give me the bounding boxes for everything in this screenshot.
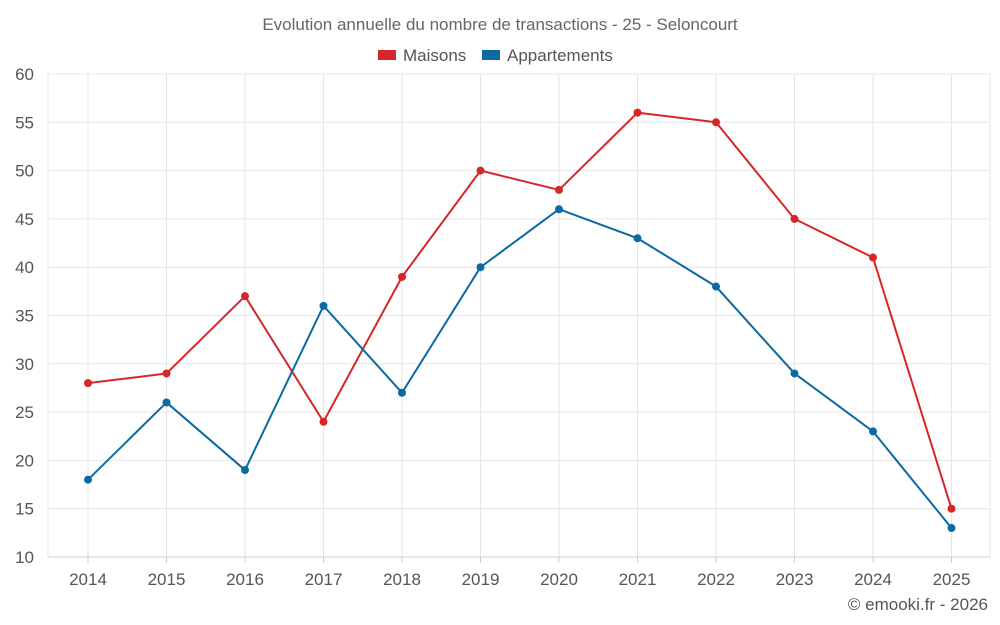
x-tick-label: 2024 xyxy=(854,570,892,589)
data-point-appartements-2021[interactable] xyxy=(633,234,642,243)
chart-title: Evolution annuelle du nombre de transact… xyxy=(262,15,738,34)
y-tick-label: 40 xyxy=(15,258,34,277)
y-tick-label: 30 xyxy=(15,355,34,374)
data-point-maisons-2022[interactable] xyxy=(712,118,720,127)
data-point-maisons-2024[interactable] xyxy=(869,253,877,262)
data-point-appartements-2024[interactable] xyxy=(869,427,877,436)
y-tick-label: 10 xyxy=(15,548,34,567)
data-point-appartements-2020[interactable] xyxy=(555,205,563,214)
legend: Maisons Appartements xyxy=(378,46,613,65)
data-point-maisons-2018[interactable] xyxy=(398,272,406,281)
grid xyxy=(47,73,991,558)
legend-item-maisons[interactable]: Maisons xyxy=(378,46,466,65)
data-point-appartements-2016[interactable] xyxy=(241,466,249,475)
data-point-maisons-2016[interactable] xyxy=(241,292,249,301)
series-maisons xyxy=(84,108,956,513)
credit-text: © emooki.fr - 2026 xyxy=(848,595,988,614)
data-point-maisons-2025[interactable] xyxy=(947,504,956,513)
data-point-appartements-2017[interactable] xyxy=(319,301,328,310)
data-point-maisons-2019[interactable] xyxy=(476,166,485,175)
y-tick-label: 35 xyxy=(15,307,34,326)
series xyxy=(84,108,956,533)
data-point-maisons-2014[interactable] xyxy=(84,379,92,388)
data-point-appartements-2023[interactable] xyxy=(790,369,799,378)
x-tick-label: 2020 xyxy=(540,570,578,589)
legend-swatch-appartements xyxy=(482,50,500,60)
y-tick-label: 50 xyxy=(15,162,34,181)
data-point-appartements-2014[interactable] xyxy=(84,475,92,484)
data-point-appartements-2018[interactable] xyxy=(398,388,406,397)
legend-label-maisons: Maisons xyxy=(403,46,466,65)
y-axis-ticks: 10 15 20 25 30 35 40 45 50 55 60 xyxy=(15,65,34,567)
data-point-maisons-2023[interactable] xyxy=(790,214,799,223)
data-point-maisons-2017[interactable] xyxy=(319,417,328,426)
data-point-appartements-2015[interactable] xyxy=(162,398,171,407)
x-tick-label: 2018 xyxy=(383,570,421,589)
x-tick-label: 2022 xyxy=(697,570,735,589)
y-tick-label: 45 xyxy=(15,210,34,229)
series-line-maisons xyxy=(87,111,953,509)
y-tick-label: 15 xyxy=(15,500,34,519)
legend-swatch-maisons xyxy=(378,50,396,60)
data-point-maisons-2021[interactable] xyxy=(633,108,642,117)
x-tick-label: 2025 xyxy=(933,570,971,589)
series-appartements xyxy=(84,205,956,533)
x-axis-ticks: 2014 2015 2016 2017 2018 2019 2020 2021 2022 2023… xyxy=(69,557,970,589)
y-tick-label: 55 xyxy=(15,113,34,132)
x-tick-label: 2016 xyxy=(226,570,264,589)
y-tick-label: 20 xyxy=(15,451,34,470)
data-point-appartements-2022[interactable] xyxy=(712,282,720,291)
x-tick-label: 2014 xyxy=(69,570,107,589)
data-point-maisons-2015[interactable] xyxy=(162,369,171,378)
y-tick-label: 60 xyxy=(15,65,34,84)
x-tick-label: 2019 xyxy=(462,570,500,589)
series-line-appartements xyxy=(87,208,953,529)
x-tick-label: 2017 xyxy=(305,570,343,589)
legend-item-appartements[interactable]: Appartements xyxy=(482,46,613,65)
data-point-maisons-2020[interactable] xyxy=(555,185,563,194)
data-point-appartements-2019[interactable] xyxy=(476,263,485,272)
y-tick-label: 25 xyxy=(15,403,34,422)
x-tick-label: 2021 xyxy=(619,570,657,589)
x-tick-label: 2015 xyxy=(148,570,186,589)
data-point-appartements-2025[interactable] xyxy=(947,524,956,533)
x-tick-label: 2023 xyxy=(776,570,814,589)
legend-label-appartements: Appartements xyxy=(507,46,613,65)
